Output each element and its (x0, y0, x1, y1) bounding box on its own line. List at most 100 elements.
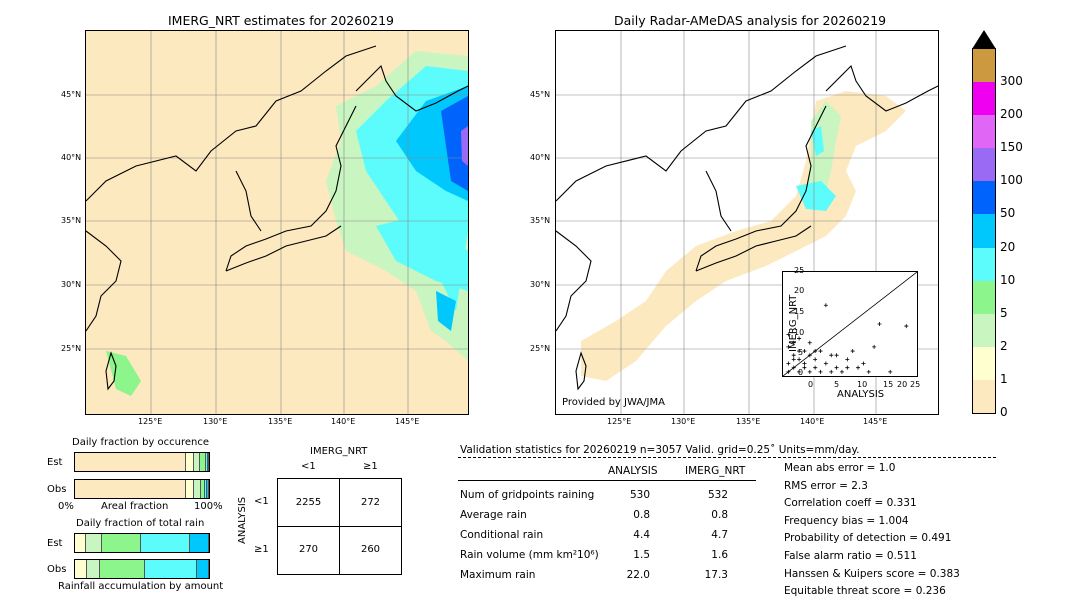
colorbar-segment (973, 280, 995, 314)
fraction-segment (75, 534, 86, 552)
occurrence-obs-bar (74, 479, 210, 499)
scatter-point (802, 349, 807, 354)
scatter-point (823, 303, 828, 308)
colorbar-segment (973, 115, 995, 149)
jma-credit: Provided by JWA/JMA (562, 397, 665, 408)
scatter-point (818, 369, 823, 374)
scatter-point (791, 340, 796, 345)
colorbar-label: 200 (1000, 107, 1023, 122)
scatter-point (786, 332, 791, 337)
fraction-segment (196, 560, 209, 578)
scatter-point (797, 336, 802, 341)
fraction-segment (200, 453, 206, 471)
scatter-point (904, 324, 909, 329)
scatter-point (786, 369, 791, 374)
scatter-point (818, 349, 823, 354)
scatter-point (802, 361, 807, 366)
validation-row-analysis: 22.0 (626, 569, 650, 581)
contingency-col-lt: <1 (301, 461, 316, 472)
scatter-inset (782, 271, 918, 377)
scatter-point (797, 369, 802, 374)
right-lon-140: 140°E (800, 417, 825, 426)
scatter-xtick-15: 15 (883, 380, 894, 389)
validation-row-imerg: 532 (707, 489, 728, 501)
colorbar-segment (973, 49, 995, 83)
scatter-point (786, 344, 791, 349)
left-lat-25: 25°N (61, 344, 82, 353)
scatter-point (829, 353, 834, 358)
scatter-ytick-0: 0 (798, 368, 804, 377)
scatter-point (791, 353, 796, 358)
left-lat-40: 40°N (61, 153, 82, 162)
scatter-xtick-0: 0 (808, 380, 814, 389)
left-precip (106, 51, 468, 396)
fraction-segment (200, 480, 205, 498)
validation-col-analysis: ANALYSIS (608, 465, 658, 477)
scatter-point (888, 369, 893, 374)
colorbar-segment (973, 82, 995, 116)
left-lon-145: 145°E (395, 417, 420, 426)
colorbar-segment (973, 214, 995, 248)
left-lat-35: 35°N (61, 216, 82, 225)
validation-row-analysis: 0.8 (633, 509, 650, 521)
left-lon-130: 130°E (203, 417, 228, 426)
validation-row-label: Average rain (460, 509, 527, 521)
colorbar-label: 0 (1000, 405, 1008, 419)
scatter-xtick-10: 10 (857, 380, 868, 389)
left-lon-135: 135°E (268, 417, 293, 426)
scatter-point (807, 353, 812, 358)
occurrence-axis-right: 100% (194, 501, 223, 512)
scatter-point (791, 365, 796, 370)
scatter-point (839, 369, 844, 374)
colorbar-label: 300 (1000, 74, 1023, 89)
colorbar-label: 5 (1000, 305, 1008, 320)
occurrence-obs-label: Obs (47, 484, 67, 495)
validation-row-imerg: 4.7 (711, 529, 728, 541)
contingency-row-lt: <1 (254, 496, 269, 507)
scatter-point (807, 369, 812, 374)
scatter-point (845, 365, 850, 370)
fraction-segment (185, 480, 194, 498)
validation-row-label: Conditional rain (460, 529, 544, 541)
scatter-point (861, 361, 866, 366)
validation-header: Validation statistics for 20260219 n=305… (460, 444, 860, 456)
scatter-point (802, 365, 807, 370)
left-lon-140: 140°E (331, 417, 356, 426)
occurrence-est-bar (74, 452, 210, 472)
colorbar-segment (973, 181, 995, 215)
colorbar-segment (973, 313, 995, 347)
scatter-point (850, 349, 855, 354)
total-rain-obs-label: Obs (47, 564, 67, 575)
validation-divider (458, 457, 996, 458)
total-rain-est-bar (74, 533, 210, 553)
colorbar-label: 1 (1000, 371, 1008, 386)
validation-score: Equitable threat score = 0.236 (784, 585, 946, 598)
scatter-point (813, 357, 818, 362)
validation-score: Frequency bias = 1.004 (784, 514, 909, 527)
right-lat-40: 40°N (530, 153, 551, 162)
validation-row-analysis: 4.4 (633, 529, 650, 541)
fraction-segment (75, 480, 186, 498)
fraction-segment (185, 453, 194, 471)
scatter-point (834, 353, 839, 358)
validation-col-rule (458, 480, 756, 481)
scatter-point (866, 369, 871, 374)
fraction-segment (75, 560, 88, 578)
fraction-segment (100, 560, 145, 578)
scatter-point (845, 357, 850, 362)
validation-score: Hanssen & Kuipers score = 0.383 (784, 567, 960, 580)
fraction-segment (144, 560, 197, 578)
scatter-ytick-20: 20 (794, 286, 805, 295)
scatter-ytick-5: 5 (798, 348, 804, 357)
scatter-point (872, 344, 877, 349)
validation-row-label: Num of gridpoints raining (460, 489, 595, 501)
fraction-segment (205, 453, 208, 471)
colorbar-segment (973, 247, 995, 281)
occurrence-est-label: Est (47, 457, 63, 468)
scatter-point (807, 340, 812, 345)
occurrence-axis-mid: Areal fraction (101, 501, 169, 512)
fraction-segment (75, 453, 186, 471)
colorbar-extend-arrow (972, 30, 996, 49)
scatter-diagonal (783, 272, 917, 376)
scatter-point (786, 361, 791, 366)
